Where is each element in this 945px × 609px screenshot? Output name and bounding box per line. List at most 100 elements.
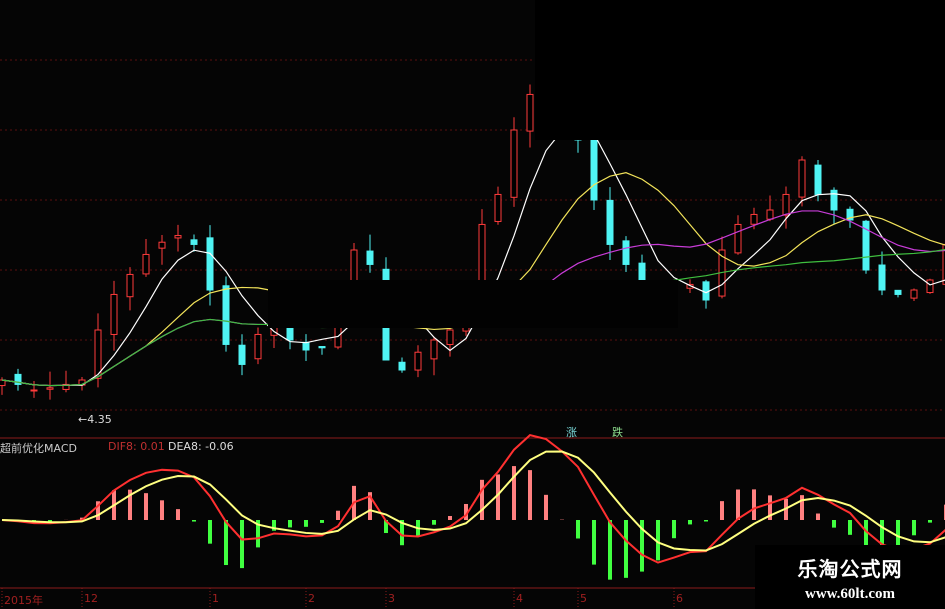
candle-up [126, 273, 134, 298]
macd-bar-negative [224, 520, 228, 566]
candle-up [942, 243, 945, 285]
candle-down [318, 346, 326, 349]
macd-bar-negative [192, 520, 196, 522]
macd-bar-negative [704, 520, 708, 522]
candle-up [926, 279, 934, 294]
macd-bar-negative [656, 520, 660, 561]
candle-down [814, 164, 822, 195]
candle-down [366, 250, 374, 265]
candle-down [222, 285, 230, 345]
candle-down [702, 281, 710, 301]
dif-line [1, 434, 945, 564]
candle-up [94, 329, 102, 379]
candle-down [238, 344, 246, 365]
macd-bar-positive [448, 516, 452, 520]
macd-bar-positive [800, 495, 804, 520]
macd-bar-negative [864, 520, 868, 551]
watermark-name: 乐淘公式网 [797, 557, 903, 581]
candle-up [750, 213, 758, 225]
candle-down [398, 361, 406, 371]
candle-down [622, 240, 630, 265]
candle-down [894, 289, 902, 295]
candle-up [414, 351, 422, 371]
candle-up [62, 383, 70, 390]
candle-up [734, 223, 742, 254]
candle-up [526, 93, 534, 132]
candle-up [766, 209, 774, 220]
macd-bar-positive [160, 500, 164, 520]
signal-up-label: 涨 [566, 426, 577, 439]
macd-bar-negative [672, 520, 676, 539]
macd-bar-negative [288, 520, 292, 528]
macd-bar-positive [464, 503, 468, 520]
redaction-box-middle [268, 280, 678, 328]
candle-up [510, 129, 518, 198]
macd-bar-positive [720, 501, 724, 520]
macd-bar-negative [640, 520, 644, 572]
macd-bar-positive [128, 489, 132, 520]
candle-up [254, 333, 262, 360]
macd-bar-positive [336, 510, 340, 520]
candle-up [30, 389, 38, 392]
macd-bar-positive [816, 513, 820, 520]
dea-line [1, 450, 945, 552]
watermark-url: www.60lt.com [805, 586, 895, 602]
macd-bar-negative [432, 520, 436, 525]
macd-bar-negative [848, 520, 852, 535]
macd-bar-negative [688, 520, 692, 525]
macd-bar-negative [304, 520, 308, 527]
macd-bar-negative [400, 520, 404, 546]
macd-bar-positive [528, 470, 532, 520]
macd-bar-positive [736, 489, 740, 520]
macd-bar-negative [928, 520, 932, 523]
candle-down [302, 341, 310, 351]
date-tick-label: 2 [308, 592, 315, 605]
watermark: 乐淘公式网 www.60lt.com [755, 545, 945, 609]
macd-bar-negative [832, 520, 836, 528]
candle-down [830, 189, 838, 211]
macd-bar-positive [768, 495, 772, 520]
candle-up [46, 387, 54, 390]
macd-bar-negative [896, 520, 900, 548]
signal-down-label: 跌 [612, 426, 623, 439]
dif-label: DIF8: 0.01 [108, 440, 165, 453]
candle-up [494, 193, 502, 222]
candle-up [174, 235, 182, 239]
candle-up [446, 329, 454, 346]
candle-down [14, 373, 22, 385]
macd-bar-negative [880, 520, 884, 555]
macd-bar-positive [544, 494, 548, 520]
macd-bar-negative [624, 520, 628, 578]
candle-down [606, 199, 614, 245]
macd-bar-positive [512, 466, 516, 520]
candle-down [590, 133, 598, 201]
candle-up [430, 339, 438, 360]
candle-up [910, 289, 918, 299]
macd-bar-negative [576, 520, 580, 539]
date-tick-label: 6 [676, 592, 683, 605]
date-tick-label: 1 [212, 592, 219, 605]
macd-bar-negative [48, 520, 52, 523]
candle-up [142, 253, 150, 275]
macd-bar-negative [240, 520, 244, 569]
candle-down [862, 220, 870, 271]
macd-bar-negative [272, 520, 276, 531]
macd-bar-negative [592, 520, 596, 565]
macd-bar-negative [256, 520, 260, 548]
candle-up [798, 159, 806, 198]
candle-up [110, 293, 118, 335]
candle-down [878, 264, 886, 291]
macd-bar-negative [208, 520, 212, 544]
macd-bar-positive [496, 474, 500, 520]
macd-bar-negative [320, 520, 324, 523]
date-tick-label: 2015年 [4, 594, 43, 607]
macd-bar-negative [912, 520, 916, 536]
candle-up [782, 193, 790, 216]
macd-bar-positive [80, 517, 84, 520]
dea-label: DEA8: -0.06 [168, 440, 234, 453]
candle-up [158, 241, 166, 249]
macd-bar-positive [176, 509, 180, 520]
macd-bar-positive [752, 489, 756, 520]
date-tick-label: 4 [516, 592, 523, 605]
